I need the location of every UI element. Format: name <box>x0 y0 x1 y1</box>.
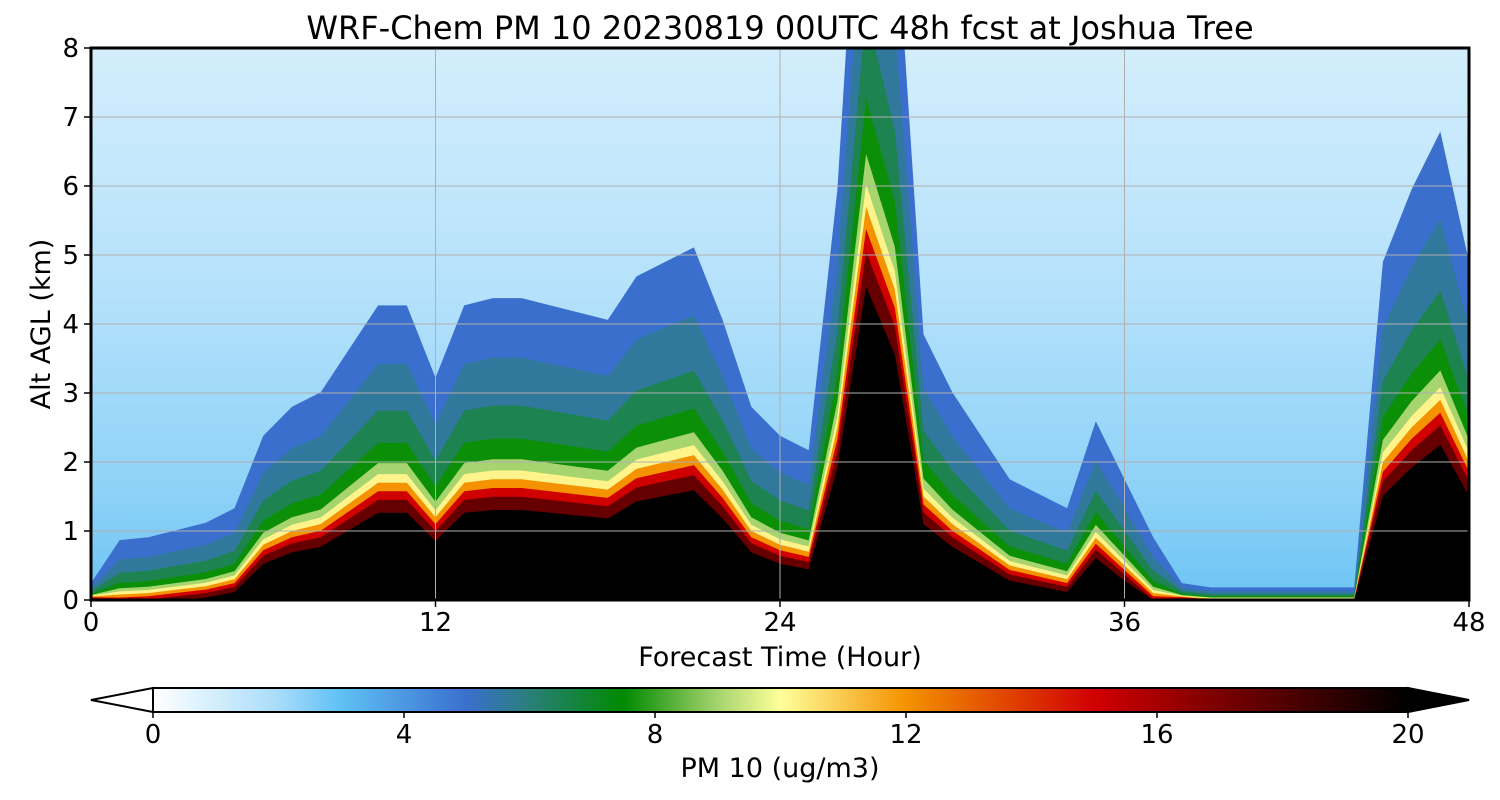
y-tick-label: 8 <box>62 34 79 64</box>
y-tick-label: 3 <box>62 379 79 409</box>
x-tick-label: 36 <box>1108 608 1141 638</box>
colorbar-tick-label: 4 <box>396 720 413 750</box>
y-tick-label: 6 <box>62 172 79 202</box>
grid-lines <box>91 48 1469 600</box>
x-tick-label: 12 <box>419 608 452 638</box>
colorbar-tick-label: 8 <box>647 720 664 750</box>
chart-title: WRF-Chem PM 10 20230819 00UTC 48h fcst a… <box>306 9 1253 47</box>
x-axis: 0 12 24 36 48 <box>83 600 1486 638</box>
y-tick-label: 1 <box>62 517 79 547</box>
colorbar: 0 4 8 12 16 20 PM 10 (ug/m3) <box>90 686 1470 784</box>
plot-area <box>91 48 1469 600</box>
x-axis-label: Forecast Time (Hour) <box>638 642 922 673</box>
colorbar-label: PM 10 (ug/m3) <box>681 753 880 784</box>
colorbar-tick-label: 20 <box>1391 720 1424 750</box>
colorbar-frame <box>152 687 1409 713</box>
y-tick-label: 4 <box>62 310 79 340</box>
y-tick-label: 2 <box>62 448 79 478</box>
colorbar-extend-high <box>1407 686 1470 714</box>
y-tick-label: 7 <box>62 103 79 133</box>
x-tick-label: 24 <box>763 608 796 638</box>
y-axis: 0 1 2 3 4 5 6 7 8 <box>62 34 91 616</box>
y-tick-label: 0 <box>62 586 79 616</box>
colorbar-extend-low <box>90 686 154 714</box>
colorbar-tick-label: 12 <box>889 720 922 750</box>
colorbar-ticks: 0 4 8 12 16 20 <box>145 712 1425 750</box>
x-tick-label: 0 <box>83 608 100 638</box>
colorbar-tick-label: 16 <box>1140 720 1173 750</box>
colorbar-tick-label: 0 <box>145 720 162 750</box>
y-axis-label: Alt AGL (km) <box>26 239 57 410</box>
y-tick-label: 5 <box>62 241 79 271</box>
colorbar-gradient <box>153 688 1408 712</box>
x-tick-label: 48 <box>1452 608 1485 638</box>
